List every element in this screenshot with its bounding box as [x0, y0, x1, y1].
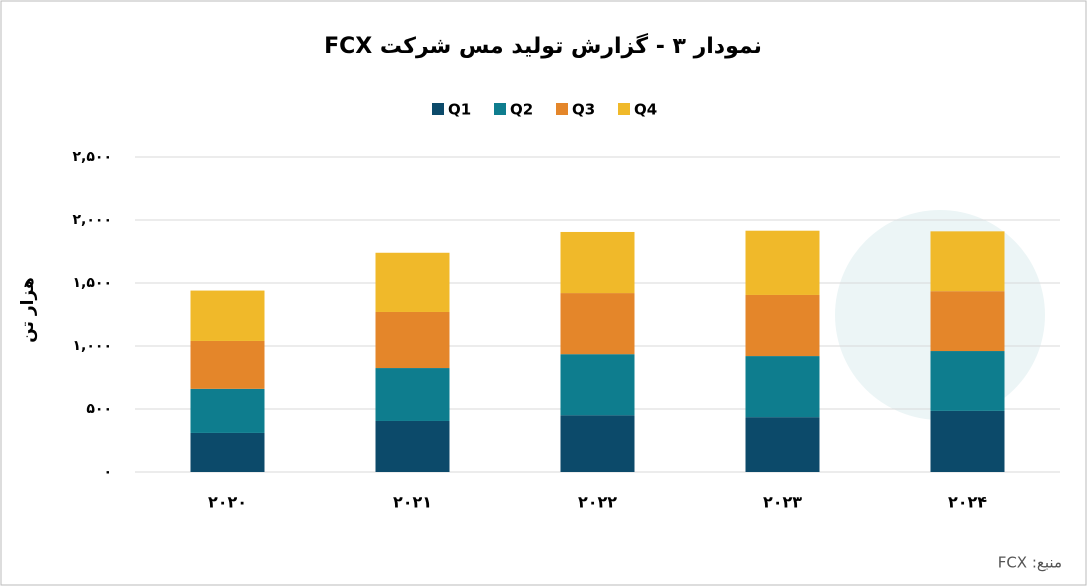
- bar-segment: [745, 294, 820, 357]
- y-tick-label: ۱,۵۰۰: [73, 275, 113, 291]
- bar-segment: [745, 356, 820, 418]
- y-tick-label: ۲,۵۰۰: [73, 149, 113, 165]
- x-tick-label: ۲۰۲۳: [763, 493, 802, 512]
- bar-segment: [930, 410, 1005, 472]
- bar-segment: [375, 420, 450, 472]
- legend-swatch: [432, 103, 444, 115]
- x-tick-label: ۲۰۲۱: [393, 493, 432, 512]
- y-tick-label: ۱,۰۰۰: [73, 338, 113, 354]
- bar-segment: [745, 230, 820, 295]
- legend-label: Q3: [572, 101, 595, 119]
- bar-segment: [560, 354, 635, 416]
- bar-segment: [560, 293, 635, 355]
- legend-label: Q2: [510, 101, 533, 119]
- x-tick-label: ۲۰۲۲: [578, 493, 617, 512]
- bar-segment: [930, 291, 1005, 352]
- bar-segment: [190, 432, 265, 472]
- legend-label: Q4: [634, 101, 657, 119]
- bar-segment: [560, 231, 635, 294]
- bar-segment: [375, 311, 450, 369]
- legend-label: Q1: [448, 101, 471, 119]
- y-tick-label: ۵۰۰: [86, 401, 112, 417]
- bar-segment: [930, 351, 1005, 411]
- legend-swatch: [494, 103, 506, 115]
- legend-swatch: [556, 103, 568, 115]
- chart-title: نمودار ۳ - گزارش تولید مس شرکت FCX: [324, 32, 762, 59]
- bar-segment: [190, 290, 265, 341]
- source: منبع: FCX: [998, 554, 1062, 572]
- bar-segment: [190, 340, 265, 389]
- y-tick-label: ۲,۰۰۰: [73, 212, 113, 228]
- bar-segment: [745, 417, 820, 472]
- x-tick-label: ۲۰۲۰: [208, 493, 247, 512]
- bar-segment: [930, 231, 1005, 292]
- y-tick-label: ۰: [103, 464, 112, 480]
- bar-segment: [375, 252, 450, 312]
- bar-segment: [190, 388, 265, 433]
- x-tick-label: ۲۰۲۴: [948, 493, 987, 512]
- legend-swatch: [618, 103, 630, 115]
- y-axis-label: هزار تن: [18, 277, 38, 343]
- bar-segment: [375, 368, 450, 421]
- bar-segment: [560, 415, 635, 472]
